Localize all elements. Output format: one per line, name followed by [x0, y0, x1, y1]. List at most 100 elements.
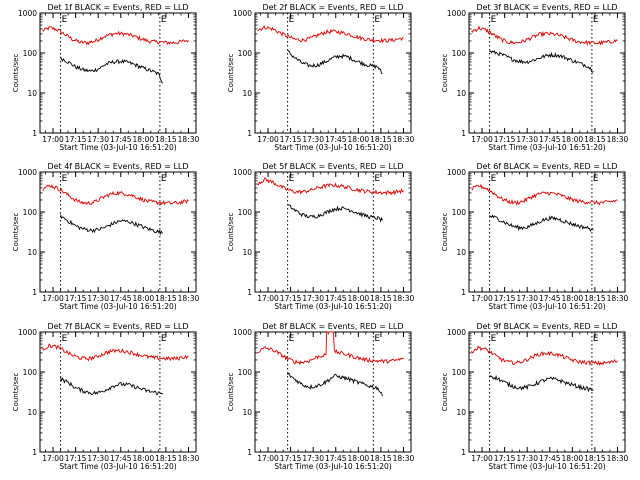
x-tick-label: 18:15: [155, 454, 177, 463]
eclipse-marker-label: E: [374, 15, 380, 25]
eclipse-marker-label: E: [593, 174, 599, 184]
x-tick-label: 18:00: [562, 454, 584, 463]
x-axis-label: Start Time (03-Jul-10 16:51:20): [274, 302, 391, 311]
x-tick-label: 18:30: [393, 454, 415, 463]
events-series-line: [489, 374, 594, 393]
x-tick-label: 18:30: [178, 294, 200, 303]
plot-frame: [39, 12, 197, 134]
events-series-line: [489, 214, 594, 232]
x-tick-label: 18:00: [133, 135, 155, 144]
eclipse-marker-label: E: [491, 334, 497, 344]
x-tick-label: 17:45: [110, 135, 132, 144]
events-series-line: [489, 49, 594, 73]
x-tick-label: 18:15: [584, 294, 606, 303]
x-tick-label: 17:45: [539, 135, 561, 144]
x-tick-label: 17:45: [325, 454, 347, 463]
x-tick-label: 17:45: [539, 454, 561, 463]
y-tick-label: 1: [32, 448, 37, 457]
x-axis-label: Start Time (03-Jul-10 16:51:20): [488, 302, 605, 311]
x-tick-label: 17:45: [325, 294, 347, 303]
chart-panel-4: Det 4f BLACK = Events, RED = LLD 1 10 100 10…: [12, 162, 200, 311]
x-axis-label: Start Time (03-Jul-10 16:51:20): [59, 143, 176, 152]
y-tick-label: 1000: [233, 168, 252, 177]
lld-series-line: [257, 177, 404, 196]
x-tick-label: 18:30: [178, 135, 200, 144]
events-series-line: [60, 214, 163, 236]
x-tick-label: 17:45: [325, 135, 347, 144]
y-tick-label: 10: [27, 248, 37, 257]
x-tick-label: 17:30: [87, 454, 109, 463]
y-tick-label: 1000: [18, 9, 37, 18]
y-tick-label: 100: [23, 368, 38, 377]
x-tick-label: 18:00: [562, 135, 584, 144]
x-tick-label: 18:00: [133, 454, 155, 463]
y-tick-label: 100: [452, 208, 467, 217]
x-tick-label: 18:30: [393, 135, 415, 144]
eclipse-marker-label: E: [161, 15, 167, 25]
x-tick-label: 17:30: [516, 135, 538, 144]
x-tick-label: 17:15: [494, 454, 516, 463]
y-tick-label: 1000: [233, 328, 252, 337]
lld-series-line: [257, 25, 404, 44]
x-tick-label: 17:00: [471, 135, 493, 144]
x-tick-label: 17:15: [65, 294, 87, 303]
x-tick-label: 18:15: [155, 294, 177, 303]
y-tick-label: 1: [247, 448, 252, 457]
y-axis-label: Counts/sec: [227, 373, 235, 412]
x-tick-label: 17:00: [42, 454, 64, 463]
x-tick-label: 18:15: [370, 294, 392, 303]
plot-frame: [39, 171, 197, 293]
chart-panel-9: Det 9f BLACK = Events, RED = LLD 1 10 100 10…: [441, 322, 629, 471]
events-series-line: [287, 203, 383, 223]
chart-panel-8: Det 8f BLACK = Events, RED = LLD 1 10 100 10…: [227, 322, 415, 471]
x-tick-label: 17:00: [471, 294, 493, 303]
chart-title: Det 6f BLACK = Events, RED = LLD: [476, 162, 617, 171]
y-tick-label: 100: [23, 49, 38, 58]
y-tick-label: 1: [247, 288, 252, 297]
chart-panel-6: Det 6f BLACK = Events, RED = LLD 1 10 100 10…: [441, 162, 629, 311]
x-axis-label: Start Time (03-Jul-10 16:51:20): [274, 143, 391, 152]
x-tick-label: 18:15: [155, 135, 177, 144]
eclipse-marker-label: E: [161, 334, 167, 344]
x-tick-label: 18:00: [562, 294, 584, 303]
chart-panel-2: Det 2f BLACK = Events, RED = LLD 1 10 100 10…: [227, 3, 415, 152]
y-tick-label: 1: [461, 129, 466, 138]
y-tick-label: 10: [27, 408, 37, 417]
x-tick-label: 18:30: [607, 454, 629, 463]
eclipse-marker-label: E: [289, 174, 295, 184]
lld-series-line: [471, 183, 618, 206]
x-tick-label: 18:30: [178, 454, 200, 463]
x-tick-label: 17:30: [302, 294, 324, 303]
eclipse-marker-label: E: [374, 334, 380, 344]
x-tick-label: 18:00: [348, 294, 370, 303]
lld-series-line: [471, 25, 618, 46]
x-tick-label: 18:00: [348, 135, 370, 144]
eclipse-marker-label: E: [62, 15, 68, 25]
y-tick-label: 1000: [18, 168, 37, 177]
y-axis-label: Counts/sec: [441, 213, 449, 252]
eclipse-marker-label: E: [374, 174, 380, 184]
chart-title: Det 9f BLACK = Events, RED = LLD: [476, 322, 617, 331]
eclipse-marker-label: E: [491, 15, 497, 25]
lld-series-line: [42, 183, 189, 206]
events-series-line: [287, 372, 383, 397]
y-axis-label: Counts/sec: [12, 54, 20, 93]
x-tick-label: 17:30: [302, 454, 324, 463]
y-tick-label: 100: [238, 49, 253, 58]
x-tick-label: 17:30: [302, 135, 324, 144]
x-tick-label: 17:15: [280, 135, 302, 144]
plot-frame: [254, 171, 412, 293]
y-tick-label: 100: [23, 208, 38, 217]
y-tick-label: 10: [456, 248, 466, 257]
x-tick-label: 17:00: [42, 294, 64, 303]
chart-panel-3: Det 3f BLACK = Events, RED = LLD 1 10 100 10…: [441, 3, 629, 152]
chart-title: Det 1f BLACK = Events, RED = LLD: [47, 3, 188, 12]
y-tick-label: 1000: [447, 9, 466, 18]
chart-title: Det 3f BLACK = Events, RED = LLD: [476, 3, 617, 12]
x-tick-label: 17:15: [65, 135, 87, 144]
chart-title: Det 5f BLACK = Events, RED = LLD: [262, 162, 403, 171]
x-tick-label: 17:30: [87, 135, 109, 144]
y-axis-label: Counts/sec: [12, 213, 20, 252]
y-tick-label: 100: [238, 208, 253, 217]
